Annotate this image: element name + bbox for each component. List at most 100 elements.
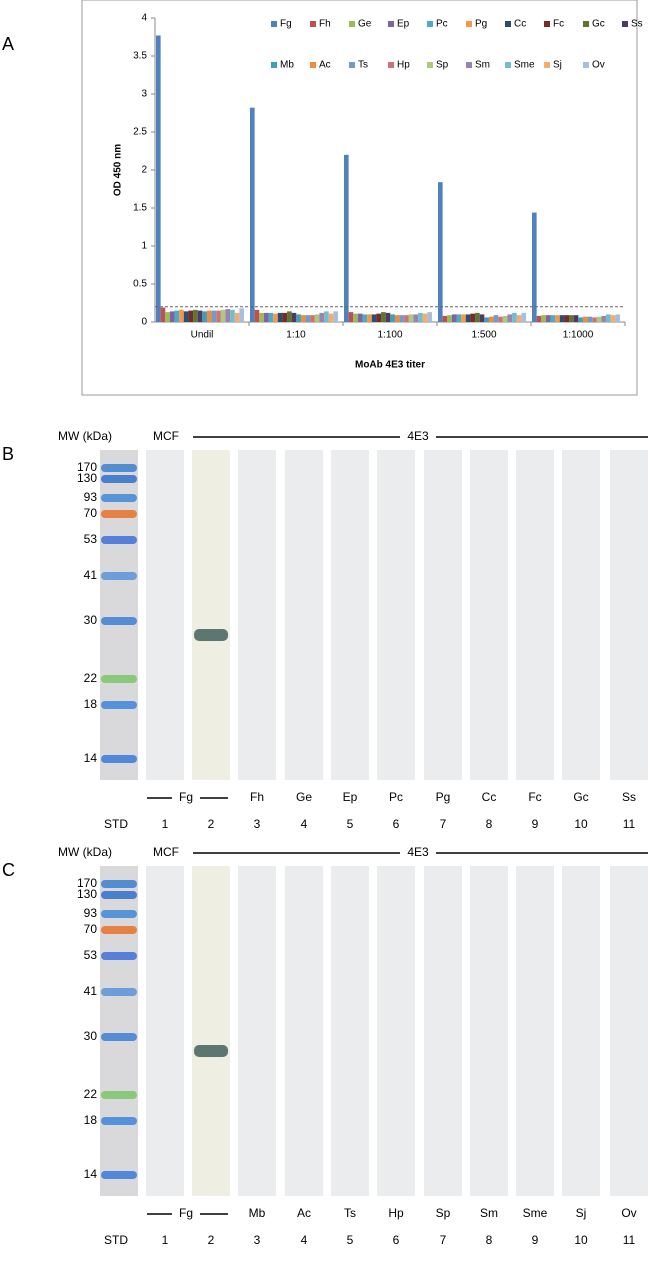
- bar: [587, 316, 593, 322]
- bar: [516, 315, 522, 322]
- control-label: MCF: [153, 845, 179, 859]
- antigen-label: Ac: [297, 1206, 311, 1220]
- marker-label: 22: [84, 1087, 98, 1101]
- bar: [601, 315, 607, 322]
- bar: [438, 182, 443, 322]
- legend-swatch: [388, 62, 394, 68]
- bar: [394, 315, 400, 322]
- lane-strip: [562, 866, 600, 1196]
- bar: [484, 317, 489, 322]
- y-tick-label: 0.5: [133, 279, 147, 290]
- marker-label: 14: [84, 751, 98, 765]
- bar: [610, 315, 616, 322]
- legend-swatch: [349, 21, 355, 27]
- antigen-label: Fg: [179, 790, 193, 804]
- marker-label: 18: [84, 1113, 98, 1127]
- antigen-label: Ov: [621, 1206, 636, 1220]
- legend-label: Sj: [553, 60, 562, 71]
- marker-label: 93: [84, 906, 98, 920]
- lane-strip: [331, 866, 369, 1196]
- marker-band: [101, 988, 137, 996]
- bar: [296, 314, 301, 322]
- legend-label: Hp: [397, 60, 410, 71]
- bar: [348, 312, 354, 322]
- bar: [532, 212, 537, 322]
- marker-band: [101, 572, 137, 580]
- bar: [239, 308, 244, 322]
- antigen-label: Ep: [343, 790, 358, 804]
- lane-strip: [610, 866, 648, 1196]
- bar: [521, 312, 526, 322]
- bar: [569, 315, 574, 322]
- bar: [555, 315, 560, 322]
- marker-band: [101, 910, 137, 918]
- lane-number: 11: [623, 817, 636, 831]
- legend-label: Fh: [319, 19, 331, 30]
- std-label: STD: [104, 1233, 128, 1247]
- bar: [165, 312, 170, 322]
- marker-band: [101, 880, 137, 888]
- legend-label: Ge: [358, 19, 372, 30]
- legend-swatch: [583, 62, 589, 68]
- antigen-label: Ge: [296, 790, 312, 804]
- bar: [362, 314, 368, 322]
- bar: [461, 314, 466, 322]
- x-tick-label: 1:500: [471, 330, 496, 341]
- lane-strip: [285, 450, 323, 780]
- lane-number: 8: [486, 817, 493, 831]
- lane-strip: [192, 450, 230, 780]
- bar: [371, 314, 377, 322]
- bar: [353, 313, 358, 322]
- antigen-label: Sp: [436, 1206, 451, 1220]
- antigen-label: Mb: [249, 1206, 266, 1220]
- marker-band: [101, 891, 137, 899]
- legend-label: Ep: [397, 19, 410, 30]
- marker-band: [101, 675, 137, 683]
- lane-strip: [470, 866, 508, 1196]
- bar: [202, 311, 207, 322]
- antibody-label: 4E3: [407, 845, 429, 859]
- bar: [259, 312, 264, 322]
- bar: [550, 315, 556, 322]
- lane-number: 10: [574, 817, 588, 831]
- marker-band: [101, 755, 137, 763]
- bar: [427, 312, 432, 322]
- antigen-label: Fh: [250, 790, 264, 804]
- antigen-label: Hp: [388, 1206, 404, 1220]
- marker-band: [101, 617, 137, 625]
- bar: [488, 316, 494, 322]
- legend-label: Ac: [319, 60, 331, 71]
- bar: [333, 311, 338, 322]
- marker-band: [101, 464, 137, 472]
- lane-number: 7: [440, 1233, 447, 1247]
- legend-swatch: [544, 62, 550, 68]
- lane-number: 5: [347, 817, 354, 831]
- lane-strip: [146, 866, 184, 1196]
- legend-swatch: [388, 21, 394, 27]
- lane-number: 4: [301, 817, 308, 831]
- bar: [357, 313, 363, 322]
- y-tick-label: 0: [141, 317, 147, 328]
- bar: [179, 309, 184, 322]
- bar: [536, 315, 542, 322]
- antigen-label: Cc: [482, 790, 497, 804]
- legend-label: Pg: [475, 19, 487, 30]
- lane-number: 9: [532, 817, 539, 831]
- bar: [512, 312, 517, 322]
- y-axis-title: OD 450 nm: [113, 144, 124, 196]
- bar: [578, 317, 583, 322]
- antigen-label: Sm: [480, 1206, 498, 1220]
- legend-label: Mb: [280, 60, 294, 71]
- legend-swatch: [583, 21, 589, 27]
- lane-strip: [285, 866, 323, 1196]
- lane-number: 11: [623, 1233, 636, 1247]
- legend-label: Sme: [514, 60, 535, 71]
- marker-label: 93: [84, 490, 98, 504]
- marker-label: 41: [84, 984, 98, 998]
- bar: [183, 311, 189, 322]
- antigen-label: Sj: [576, 1206, 587, 1220]
- bar: [442, 315, 448, 322]
- lane-strip: [610, 450, 648, 780]
- antigen-label: Pc: [389, 790, 403, 804]
- x-tick-label: 1:100: [377, 330, 402, 341]
